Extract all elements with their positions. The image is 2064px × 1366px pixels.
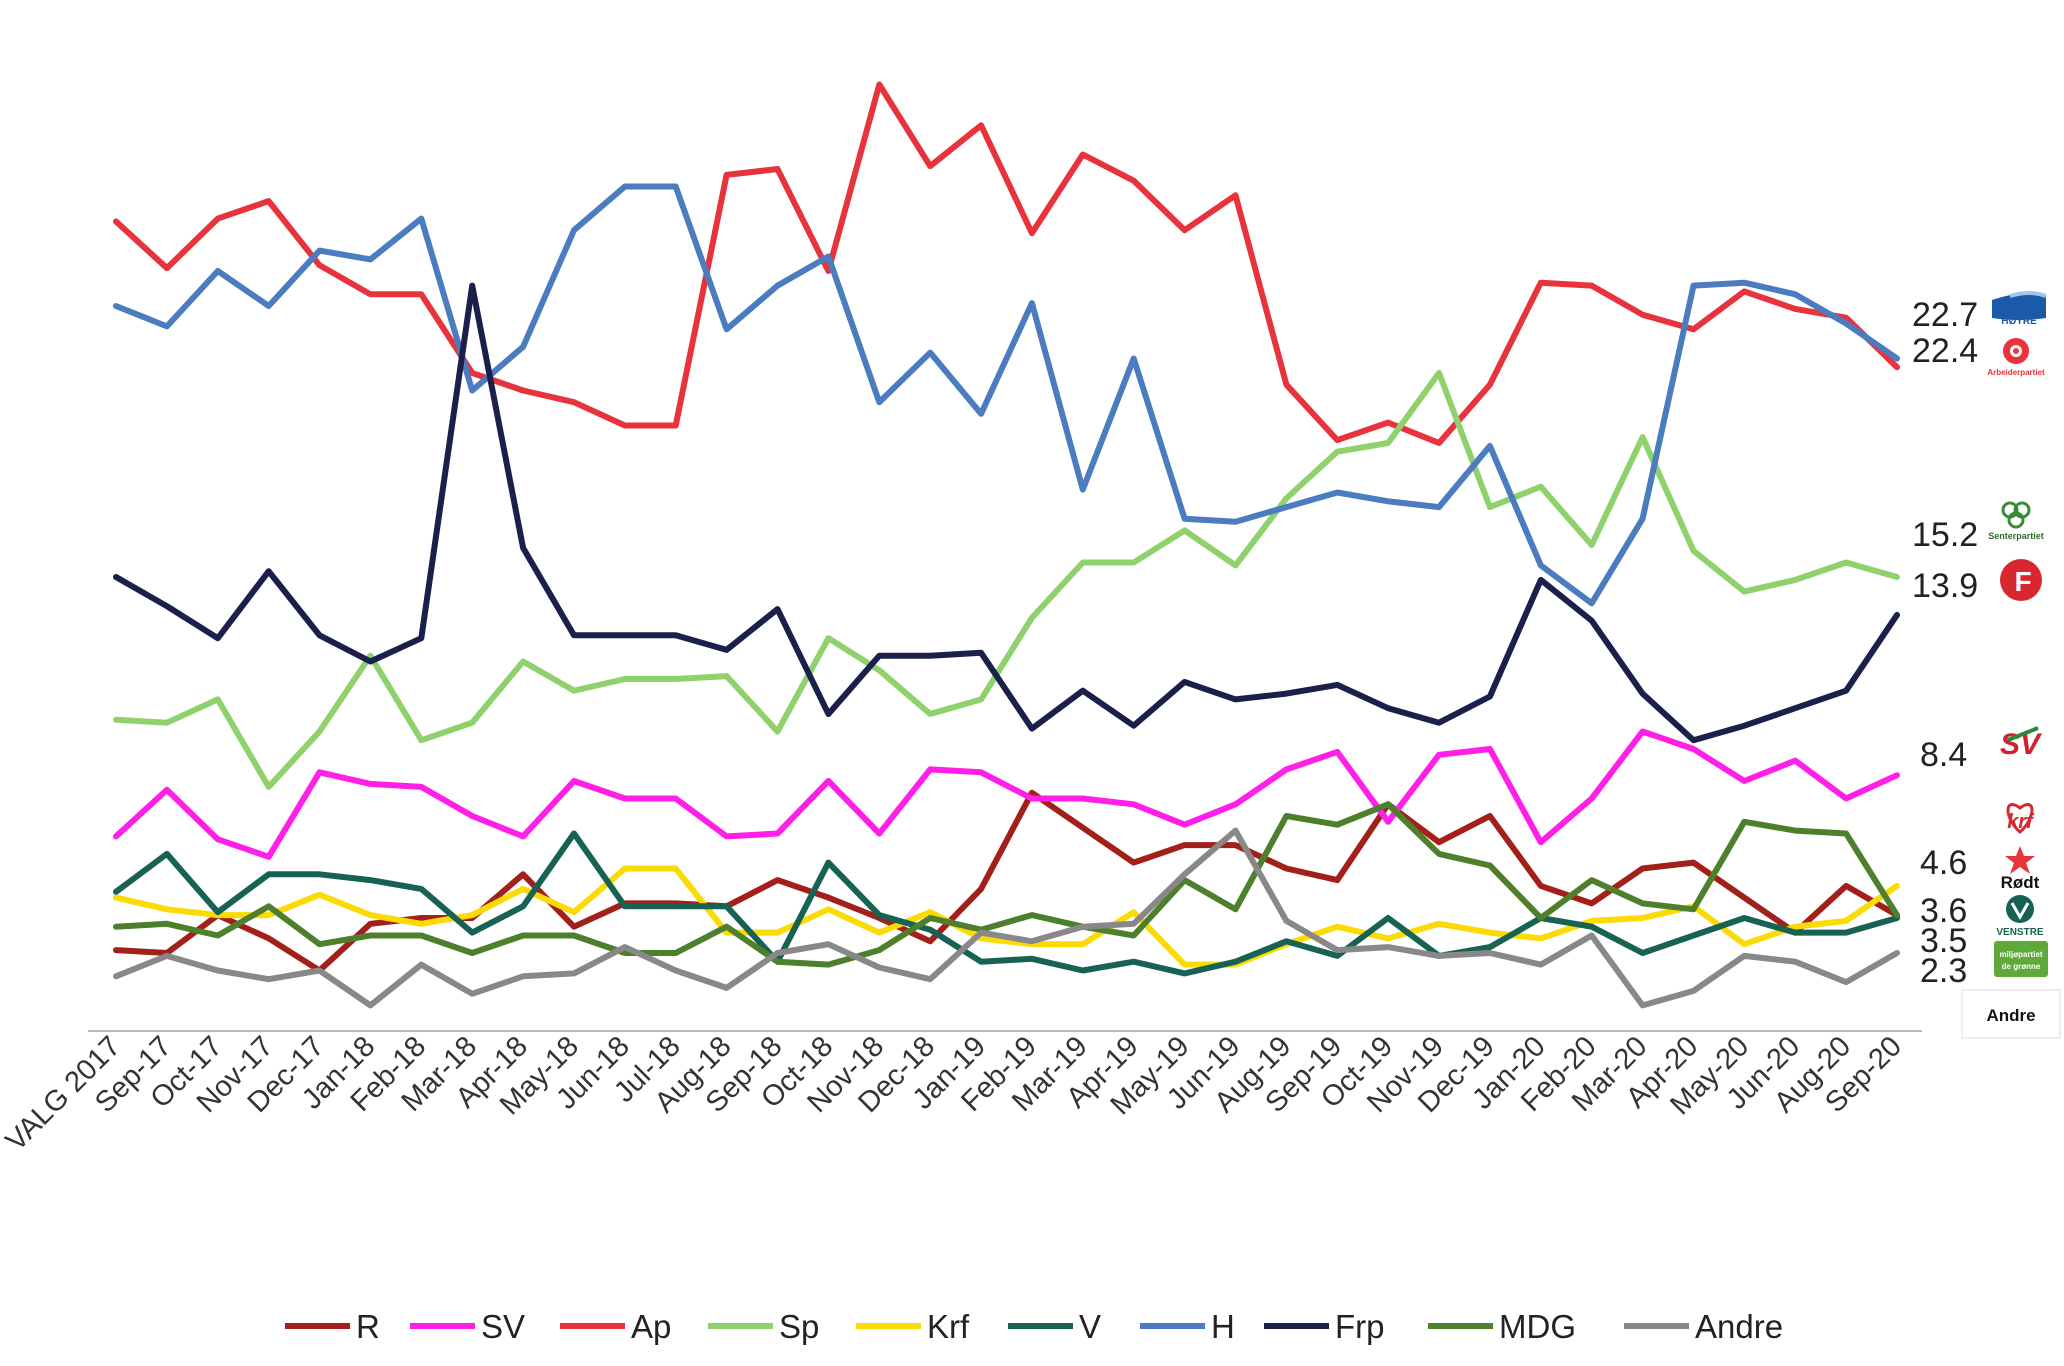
end-label-frp: 13.9 bbox=[1912, 567, 1978, 605]
svg-text:R: R bbox=[356, 1308, 380, 1345]
end-label-krf: 4.6 bbox=[1920, 844, 1967, 882]
svg-text:Arbeiderpartiet: Arbeiderpartiet bbox=[1987, 368, 2045, 377]
svg-text:krf: krf bbox=[2007, 811, 2035, 833]
series-lines bbox=[113, 81, 1900, 1009]
series-line-ap bbox=[113, 81, 1900, 446]
hoyre-logo: HØYRE bbox=[1992, 291, 2047, 327]
svg-text:Sp: Sp bbox=[779, 1308, 819, 1345]
krf-logo: krf bbox=[2006, 803, 2035, 834]
series-line-frp bbox=[113, 282, 1900, 744]
series-line-sp bbox=[113, 370, 1900, 790]
end-label-andre: 2.3 bbox=[1920, 952, 1967, 990]
venstre-logo: VENSTRE bbox=[1996, 895, 2044, 938]
svg-text:Ap: Ap bbox=[631, 1308, 671, 1345]
legend-item-sp: Sp bbox=[708, 1308, 819, 1345]
series-line-mdg bbox=[113, 801, 1900, 968]
mdg-logo: miljøpartiet de grønne bbox=[1994, 941, 2048, 977]
svg-text:V: V bbox=[1079, 1308, 1101, 1345]
series-line-sv bbox=[113, 728, 1900, 860]
series-line-h bbox=[113, 183, 1900, 607]
svg-text:MDG: MDG bbox=[1499, 1308, 1576, 1345]
rodt-logo: Rødt bbox=[2001, 846, 2040, 892]
series-line-andre bbox=[113, 827, 1900, 1009]
svg-text:H: H bbox=[1211, 1308, 1235, 1345]
arbeiderpartiet-logo: Arbeiderpartiet bbox=[1987, 338, 2045, 377]
legend-item-frp: Frp bbox=[1264, 1308, 1385, 1345]
legend-item-r: R bbox=[285, 1308, 380, 1345]
legend: R SV Ap Sp Krf V H Frp bbox=[285, 1308, 1783, 1345]
svg-text:HØYRE: HØYRE bbox=[2001, 316, 2037, 327]
end-label-sp: 15.2 bbox=[1912, 516, 1978, 554]
svg-text:Krf: Krf bbox=[927, 1308, 970, 1345]
legend-item-sv: SV bbox=[410, 1308, 525, 1345]
sv-logo: SV bbox=[2000, 726, 2043, 761]
svg-text:VENSTRE: VENSTRE bbox=[1996, 927, 2044, 938]
series-line-r bbox=[113, 789, 1900, 974]
end-label-sv: 8.4 bbox=[1920, 736, 1967, 774]
legend-item-andre: Andre bbox=[1624, 1308, 1783, 1345]
frp-logo: F bbox=[2000, 559, 2042, 601]
end-label-v: 3.5 bbox=[1920, 922, 1967, 960]
series-line-krf bbox=[113, 865, 1900, 968]
svg-text:Andre: Andre bbox=[1695, 1308, 1783, 1345]
svg-text:Andre: Andre bbox=[1986, 1006, 2035, 1025]
legend-item-ap: Ap bbox=[560, 1308, 671, 1345]
svg-text:Senterpartiet: Senterpartiet bbox=[1988, 531, 2044, 541]
end-label-h: 22.7 bbox=[1912, 296, 1978, 334]
end-value-labels: 22.7 22.4 15.2 13.9 8.4 4.6 3.6 3.5 2.3 bbox=[1912, 296, 1978, 990]
party-logos: HØYRE Arbeiderpartiet Senterpartiet F SV… bbox=[1961, 291, 2061, 1039]
andre-box: Andre bbox=[1961, 989, 2061, 1039]
legend-item-h: H bbox=[1140, 1308, 1235, 1345]
svg-text:de grønne: de grønne bbox=[2002, 962, 2041, 971]
svg-text:Rødt: Rødt bbox=[2001, 873, 2040, 892]
legend-item-krf: Krf bbox=[856, 1308, 970, 1345]
legend-item-mdg: MDG bbox=[1428, 1308, 1576, 1345]
end-label-mdg: 3.6 bbox=[1920, 892, 1967, 930]
svg-text:Frp: Frp bbox=[1335, 1308, 1385, 1345]
x-tick-labels: VALG 2017Sep-17Oct-17Nov-17Dec-17Jan-18F… bbox=[0, 1030, 1908, 1157]
svg-text:miljøpartiet: miljøpartiet bbox=[1999, 950, 2042, 959]
svg-text:SV: SV bbox=[481, 1308, 525, 1345]
senterpartiet-logo: Senterpartiet bbox=[1988, 501, 2044, 541]
series-line-v bbox=[113, 830, 1900, 977]
svg-text:F: F bbox=[2014, 566, 2031, 597]
legend-item-v: V bbox=[1008, 1308, 1101, 1345]
end-label-ap: 22.4 bbox=[1912, 332, 1978, 370]
